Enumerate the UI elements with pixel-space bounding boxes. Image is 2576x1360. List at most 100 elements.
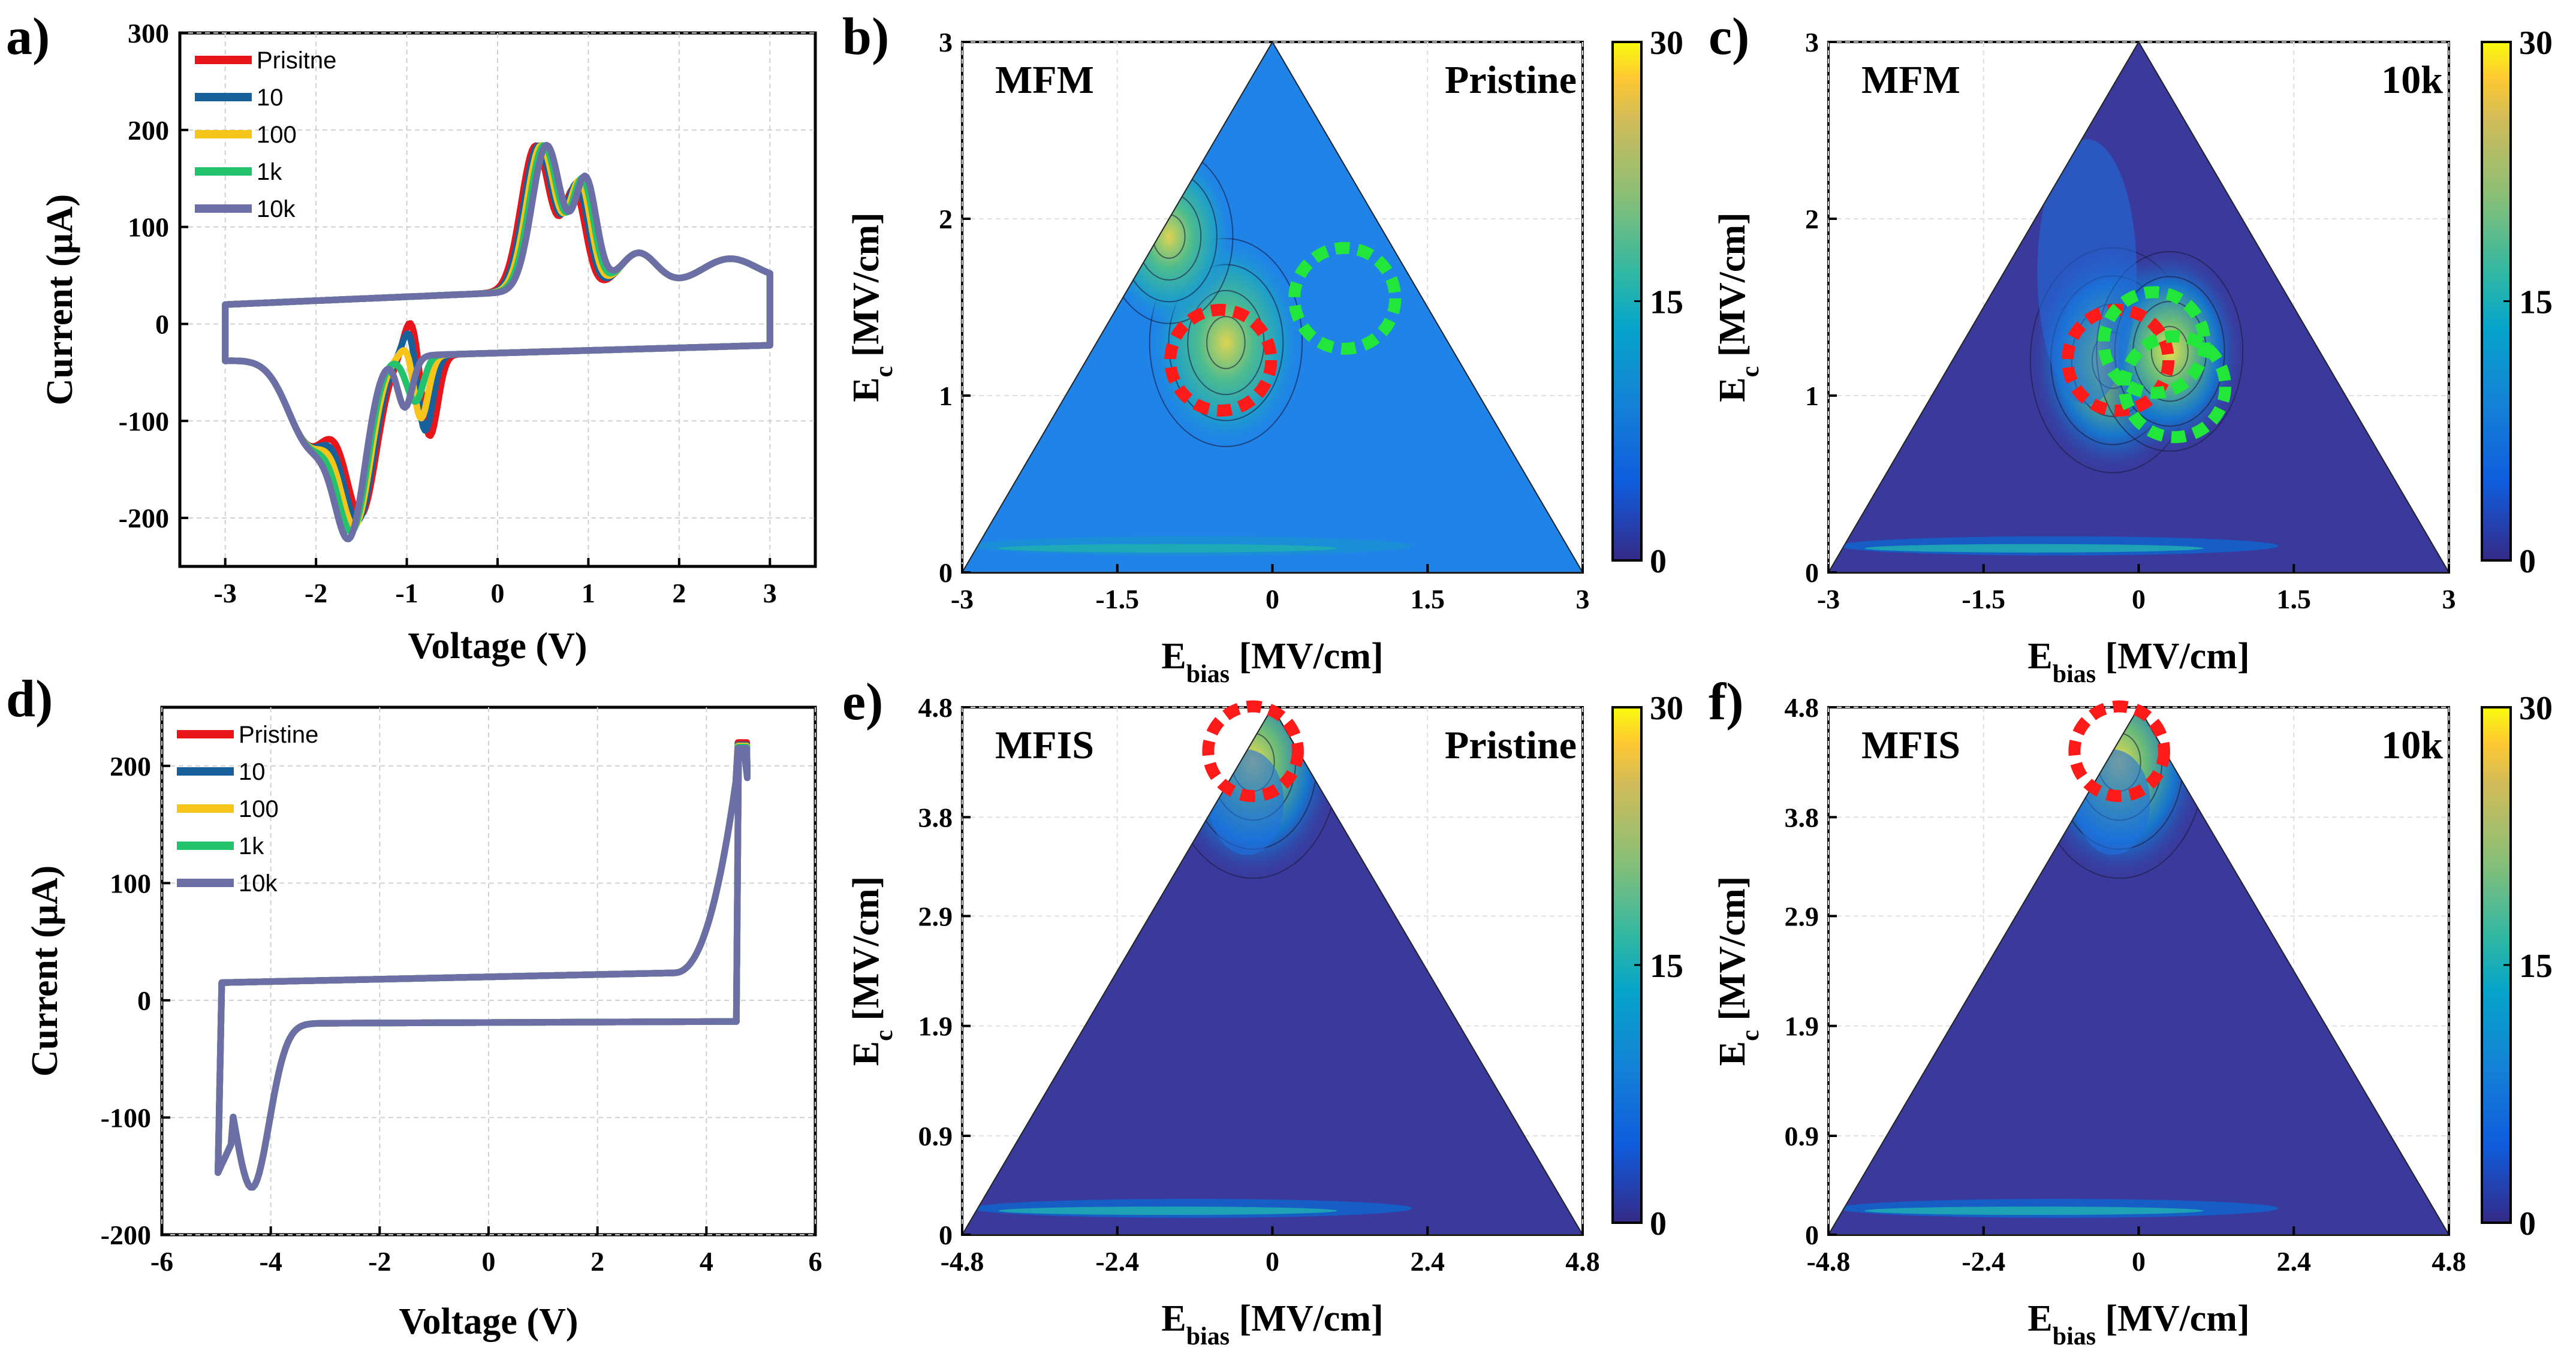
y-tick-label: 100 (110, 868, 151, 898)
cv-series-10k (215, 744, 751, 1191)
legend-entry: Prisitne (257, 47, 336, 74)
y-tick-label: -200 (119, 503, 169, 533)
y-tick-label: -100 (119, 406, 169, 436)
y-tick-label: 1 (939, 381, 953, 411)
y-axis-label-b: Ec [MV/cm] (846, 212, 898, 402)
colorbar-f (2481, 706, 2512, 1224)
x-tick-label: -4.8 (941, 1246, 984, 1277)
panel-e-triangle: e) MFIS Pristine -4.8 -2.4 0 2.4 4.8 0 0.9 1.9 2.9 3… (842, 673, 1683, 1350)
y-tick-label: 1.9 (918, 1011, 953, 1042)
x-tick-label: 1 (582, 578, 595, 608)
y-tick-label: 300 (128, 18, 169, 49)
x-tick-label: -4 (260, 1246, 282, 1277)
x-axis-label-f: Ebias [MV/cm] (2027, 1298, 2249, 1350)
base-streak-core (998, 1206, 1337, 1216)
tag-left-b: MFM (995, 58, 1094, 102)
y-tick-label: 200 (128, 115, 169, 146)
y-tick-label: 3.8 (918, 802, 953, 833)
y-tick-label: 1 (1805, 381, 1819, 411)
x-axis-label-b: Ebias [MV/cm] (1161, 636, 1383, 688)
x-tick-label: 1.5 (1411, 584, 1445, 614)
x-tick-label: -3 (214, 578, 237, 608)
x-axis-label-main: E (2027, 636, 2052, 677)
x-tick-label: 0 (2132, 1246, 2146, 1277)
x-tick-label: 2.4 (1411, 1246, 1445, 1277)
legend-d: Pristine 10 100 1k 10k (177, 722, 318, 897)
y-tick-label: 3.8 (1785, 802, 1819, 833)
x-axis-label-sub: bias (2053, 1323, 2096, 1350)
tag-right-c: 10k (2381, 58, 2443, 102)
y-axis-label-a: Current (μA) (40, 194, 80, 406)
x-tick-label: -4.8 (1807, 1246, 1851, 1277)
legend-entry: 10k (239, 870, 278, 897)
dotted-circle-red (1202, 700, 1304, 803)
colorbar-tick-label: 0 (1650, 1205, 1667, 1243)
panel-label-d: d) (6, 670, 53, 728)
x-tick-label: 2.4 (2277, 1246, 2312, 1277)
y-axis-label-sub: c (870, 366, 898, 378)
x-tick-label: -3 (1817, 584, 1840, 614)
colorbar-tick-label: 15 (2519, 948, 2553, 985)
y-axis-label-main: E (846, 1041, 887, 1066)
legend-a: Prisitne 10 100 1k 10k (195, 47, 336, 222)
y-axis-label-main: E (1712, 377, 1753, 402)
x-tick-label: 3 (1576, 584, 1590, 614)
grid-a (180, 32, 815, 566)
base-streak-core (1864, 544, 2204, 553)
grid-d (161, 707, 816, 1235)
x-axis-label-sub: bias (2053, 661, 2096, 688)
x-tick-label: 6 (809, 1246, 822, 1277)
x-tick-label: 0 (482, 1246, 496, 1277)
y-tick-label: 2.9 (918, 901, 953, 931)
dotted-circle-green (2098, 286, 2211, 399)
legend-entry: 100 (239, 796, 279, 822)
tag-left-f: MFIS (1861, 723, 1960, 767)
x-tick-label: -6 (150, 1246, 173, 1277)
ticks-d: -6 -4 -2 0 2 4 6 -200 -100 0 100 200 (101, 751, 822, 1277)
colorbar-tick-label: 15 (1650, 284, 1683, 321)
y-axis-label-sub: c (870, 1030, 898, 1041)
x-tick-label: 0 (2132, 584, 2146, 614)
tag-left-e: MFIS (995, 723, 1094, 767)
legend-entry: 100 (257, 122, 297, 148)
x-axis-label-c: Ebias [MV/cm] (2027, 636, 2249, 688)
base-streak-core (1864, 1206, 2204, 1216)
x-tick-label: 4.8 (2432, 1246, 2466, 1277)
x-axis-label-unit: [MV/cm] (1230, 1298, 1383, 1339)
dotted-circle-red (2068, 700, 2170, 803)
y-tick-label: 0 (1805, 1220, 1819, 1250)
colorbar-tick-label: 30 (2519, 25, 2553, 62)
y-axis-label-c: Ec [MV/cm] (1712, 212, 1764, 402)
colorbar-tick-label: 30 (1650, 25, 1683, 62)
x-tick-label: -1.5 (1095, 584, 1139, 614)
x-tick-label: 0 (1266, 1246, 1279, 1277)
x-axis-label-main: E (2027, 1298, 2052, 1339)
x-axis-label-main: E (1161, 636, 1186, 677)
y-tick-label: 200 (110, 751, 151, 782)
dotted-circle-green (2118, 330, 2231, 444)
x-tick-label: 4 (700, 1246, 713, 1277)
x-tick-label: 4.8 (1565, 1246, 1600, 1277)
legend-entry: Pristine (239, 722, 318, 748)
y-tick-label: 3 (1805, 27, 1819, 58)
y-tick-label: 0 (1805, 557, 1819, 588)
x-tick-label: -2.4 (1962, 1246, 2005, 1277)
x-axis-label-d: Voltage (V) (399, 1301, 578, 1342)
y-tick-label: 100 (128, 212, 169, 243)
y-tick-label: 4.8 (918, 692, 953, 723)
tag-right-b: Pristine (1445, 58, 1577, 102)
cv-curves-d (215, 739, 751, 1191)
y-axis-label-f: Ec [MV/cm] (1712, 876, 1764, 1066)
x-axis-label-sub: bias (1186, 1323, 1230, 1350)
x-tick-label: -3 (951, 584, 974, 614)
x-tick-label: -2 (305, 578, 327, 608)
panel-d-cv-mfis: d) -6 -4 -2 0 2 4 6 -200 -100 0 100 200 Pristine 10 1… (6, 670, 822, 1342)
y-tick-label: 0.9 (1785, 1121, 1819, 1151)
tag-left-c: MFM (1861, 58, 1960, 102)
y-tick-label: 3 (939, 27, 953, 58)
triangle-field-e (962, 707, 1583, 1235)
x-tick-label: -2.4 (1095, 1246, 1139, 1277)
